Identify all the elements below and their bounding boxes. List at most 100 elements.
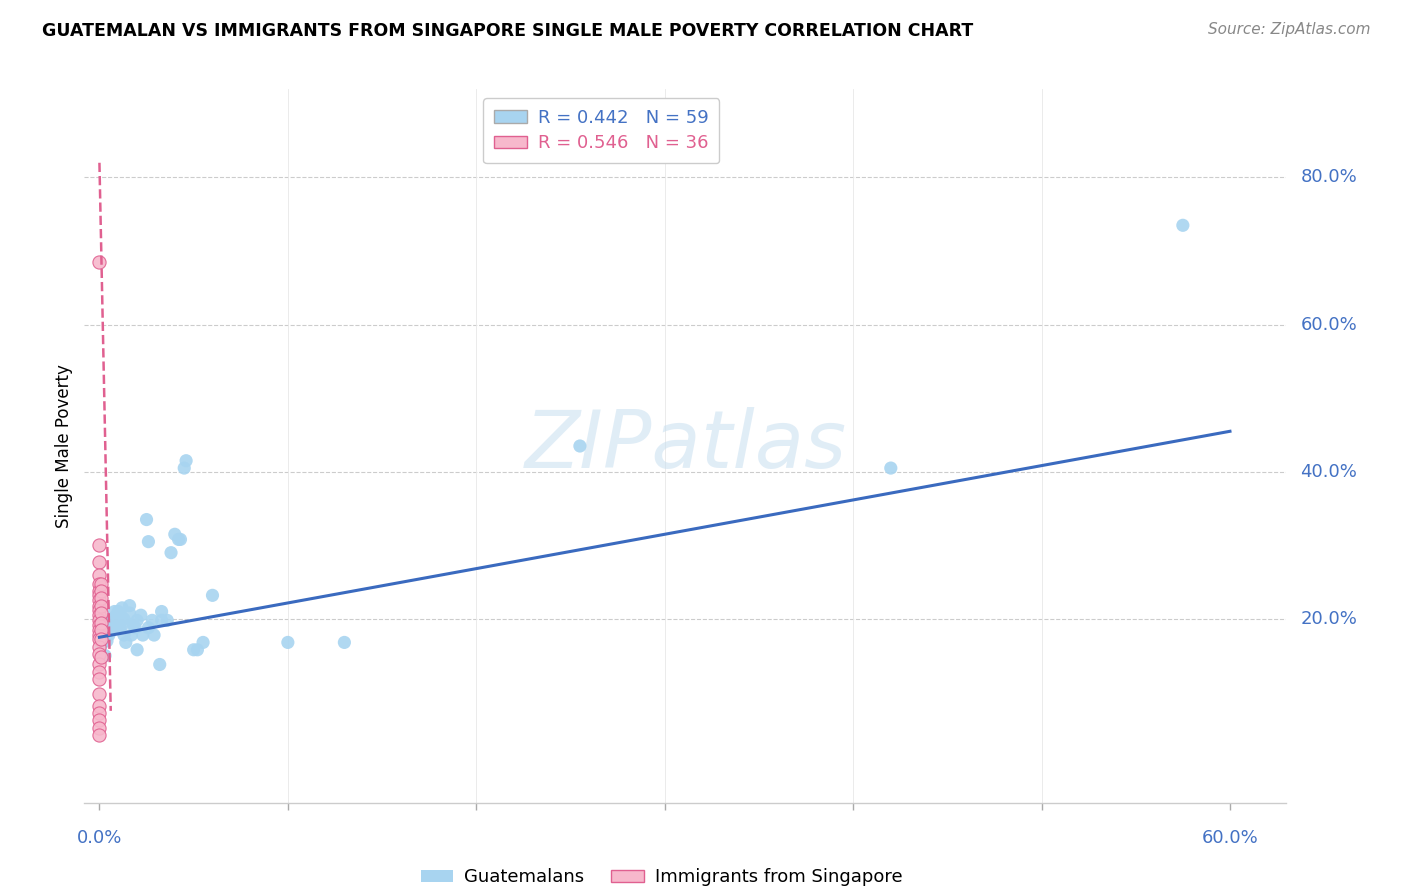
Point (201, 588, 224, 602)
Point (138, 621, 160, 635)
Point (94, 623, 117, 637)
Point (89, 687, 111, 701)
Point (89, 647, 111, 661)
Y-axis label: Single Male Poverty: Single Male Poverty (55, 364, 73, 528)
Text: GUATEMALAN VS IMMIGRANTS FROM SINGAPORE SINGLE MALE POVERTY CORRELATION CHART: GUATEMALAN VS IMMIGRANTS FROM SINGAPORE … (42, 22, 973, 40)
Point (97, 628, 120, 642)
Point (141, 613, 163, 627)
Point (101, 613, 124, 627)
Point (89, 617, 111, 632)
Text: 80.0%: 80.0% (1301, 169, 1357, 186)
Point (100, 623, 122, 637)
Point (89, 613, 111, 627)
Point (90, 606, 112, 620)
Point (150, 605, 173, 619)
Point (89, 657, 111, 672)
Point (173, 461, 195, 475)
Point (174, 453, 197, 467)
Point (129, 608, 152, 623)
Point (100, 612, 122, 626)
Point (169, 533, 191, 547)
Point (89, 721, 111, 735)
Point (186, 642, 208, 657)
Point (112, 612, 135, 626)
Point (880, 461, 903, 475)
Text: ZIPatlas: ZIPatlas (524, 407, 846, 485)
Point (107, 615, 129, 630)
Point (105, 608, 128, 623)
Point (89, 628, 111, 642)
Point (89, 608, 111, 623)
Point (127, 613, 149, 627)
Point (89, 567, 111, 582)
Text: 40.0%: 40.0% (1301, 463, 1357, 481)
Point (1171, 219, 1194, 233)
Point (191, 635, 214, 649)
Point (96, 615, 118, 630)
Point (89, 588, 111, 602)
Point (90, 576, 112, 591)
Point (103, 615, 125, 630)
Point (90, 591, 112, 606)
Point (89, 583, 111, 598)
Point (277, 635, 299, 649)
Point (105, 621, 128, 635)
Point (89, 255, 111, 269)
Point (183, 642, 205, 657)
Point (89, 706, 111, 720)
Point (114, 615, 136, 630)
Point (89, 554, 111, 568)
Point (127, 642, 149, 657)
Point (89, 665, 111, 679)
Point (90, 638, 112, 652)
Point (149, 657, 172, 672)
Point (138, 534, 160, 549)
Point (114, 635, 136, 649)
Point (124, 621, 146, 635)
Point (90, 583, 112, 598)
Point (122, 617, 145, 632)
Point (91, 630, 114, 644)
Point (108, 608, 131, 623)
Point (132, 628, 155, 642)
Point (112, 628, 135, 642)
Point (118, 599, 141, 613)
Point (89, 714, 111, 728)
Point (103, 605, 125, 619)
Point (89, 538, 111, 552)
Point (94, 648, 117, 663)
Point (167, 533, 190, 547)
Point (89, 593, 111, 607)
Point (89, 672, 111, 686)
Text: 0.0%: 0.0% (77, 829, 122, 847)
Point (90, 650, 112, 665)
Point (101, 621, 124, 635)
Point (90, 632, 112, 647)
Point (89, 576, 111, 591)
Point (143, 628, 166, 642)
Text: 60.0%: 60.0% (1202, 829, 1258, 847)
Point (156, 613, 179, 627)
Point (90, 623, 112, 637)
Point (96, 634, 118, 648)
Point (150, 613, 173, 627)
Point (163, 527, 186, 541)
Point (107, 605, 129, 619)
Legend: Guatemalans, Immigrants from Singapore: Guatemalans, Immigrants from Singapore (413, 862, 910, 892)
Point (89, 603, 111, 617)
Point (89, 632, 111, 647)
Text: 60.0%: 60.0% (1301, 316, 1357, 334)
Point (108, 621, 131, 635)
Point (91, 623, 114, 637)
Point (121, 628, 143, 642)
Point (89, 728, 111, 742)
Point (135, 512, 157, 526)
Point (89, 599, 111, 613)
Point (89, 623, 111, 637)
Point (118, 606, 141, 620)
Point (90, 615, 112, 630)
Point (160, 546, 183, 560)
Point (333, 635, 356, 649)
Point (89, 698, 111, 713)
Point (90, 599, 112, 613)
